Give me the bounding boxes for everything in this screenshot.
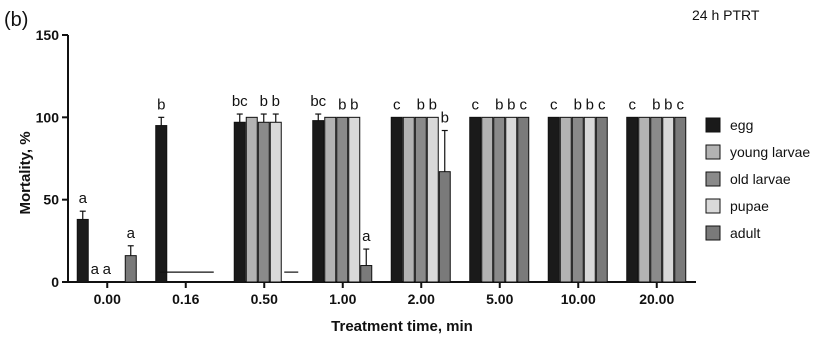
significance-label-old-larvae-10.00: b xyxy=(574,96,582,113)
significance-label-old-larvae-0.00: a xyxy=(103,261,112,278)
bar-egg-0.00 xyxy=(76,218,89,283)
legend-label-young-larvae: young larvae xyxy=(730,144,810,160)
significance-label-pupae-1.00: b xyxy=(350,96,358,113)
bar-adult-5.00 xyxy=(517,116,530,283)
legend-swatch-young-larvae xyxy=(705,144,721,160)
legend-label-pupae: pupae xyxy=(730,198,769,214)
legend-swatch-old-larvae xyxy=(705,171,721,187)
significance-label-old-larvae-5.00: b xyxy=(495,96,503,113)
legend-swatch-egg xyxy=(705,117,721,133)
y-tick-label-0: 0 xyxy=(51,274,59,290)
bar-egg-0.16 xyxy=(155,125,168,283)
bar-old-larvae-2.00 xyxy=(414,116,427,283)
x-tick-label-0.00: 0.00 xyxy=(94,291,121,307)
significance-label-egg-0.16: b xyxy=(157,96,165,113)
significance-label-pupae-2.00: b xyxy=(429,96,437,113)
bar-young-larvae-5.00 xyxy=(481,116,494,283)
x-tick-label-0.50: 0.50 xyxy=(251,291,278,307)
bar-adult-1.00 xyxy=(360,265,373,283)
x-tick-label-1.00: 1.00 xyxy=(329,291,356,307)
significance-label-pupae-10.00: b xyxy=(586,96,594,113)
significance-label-pupae-0.50: b xyxy=(272,93,280,110)
bar-old-larvae-20.00 xyxy=(650,116,663,283)
bar-adult-20.00 xyxy=(674,116,687,283)
significance-label-adult-20.00: c xyxy=(677,96,685,113)
bar-egg-10.00 xyxy=(547,116,560,283)
legend: egg young larvae old larvae pupae adult xyxy=(705,117,810,241)
bar-egg-1.00 xyxy=(312,120,325,283)
legend-swatch-adult xyxy=(705,225,721,241)
significance-label-adult-0.00: a xyxy=(127,225,136,242)
x-axis-label: Treatment time, min xyxy=(331,318,473,335)
bar-egg-2.00 xyxy=(390,116,403,283)
significance-label-adult-10.00: c xyxy=(598,96,606,113)
bar-young-larvae-20.00 xyxy=(638,116,651,283)
panel-label: (b) xyxy=(4,9,28,31)
bar-pupae-0.50 xyxy=(269,121,282,283)
bar-adult-0.00 xyxy=(124,255,137,283)
y-tick-label-100: 100 xyxy=(36,109,60,125)
legend-swatch-pupae xyxy=(705,198,721,214)
bar-old-larvae-5.00 xyxy=(493,116,506,283)
significance-label-egg-5.00: c xyxy=(472,96,480,113)
x-tick-label-0.16: 0.16 xyxy=(172,291,199,307)
bar-young-larvae-2.00 xyxy=(402,116,415,283)
y-tick-label-150: 150 xyxy=(36,27,60,43)
legend-label-adult: adult xyxy=(730,225,760,241)
significance-label-adult-1.00: a xyxy=(362,228,371,245)
bar-egg-5.00 xyxy=(469,116,482,283)
significance-label-pupae-20.00: b xyxy=(664,96,672,113)
bar-pupae-2.00 xyxy=(426,116,439,283)
bar-adult-10.00 xyxy=(595,116,608,283)
significance-label-egg-20.00: c xyxy=(629,96,637,113)
significance-label-egg-0.00: a xyxy=(79,190,88,207)
x-tick-label-5.00: 5.00 xyxy=(486,291,513,307)
bar-young-larvae-1.00 xyxy=(324,116,337,283)
bar-old-larvae-10.00 xyxy=(571,116,584,283)
significance-label-egg-1.00: bc xyxy=(310,93,326,110)
legend-label-old-larvae: old larvae xyxy=(730,171,791,187)
x-tick-label-20.00: 20.00 xyxy=(639,291,674,307)
bar-adult-2.00 xyxy=(438,171,451,283)
significance-label-old-larvae-20.00: b xyxy=(652,96,660,113)
bar-old-larvae-0.50 xyxy=(257,121,270,283)
bar-young-larvae-0.50 xyxy=(245,116,258,283)
significance-label-pupae-5.00: b xyxy=(507,96,515,113)
x-tick-label-10.00: 10.00 xyxy=(561,291,596,307)
x-tick-label-2.00: 2.00 xyxy=(408,291,435,307)
significance-label-young-larvae-0.00: a xyxy=(91,261,100,278)
significance-label-old-larvae-1.00: b xyxy=(338,96,346,113)
bar-egg-0.50 xyxy=(233,121,246,283)
significance-label-adult-5.00: c xyxy=(520,96,528,113)
legend-label-egg: egg xyxy=(730,117,753,133)
bar-pupae-1.00 xyxy=(348,116,361,283)
y-tick-label-50: 50 xyxy=(43,192,59,208)
bar-young-larvae-10.00 xyxy=(559,116,572,283)
significance-label-egg-10.00: c xyxy=(550,96,558,113)
chart-annotation: 24 h PTRT xyxy=(692,7,760,23)
bar-pupae-10.00 xyxy=(583,116,596,283)
bar-pupae-20.00 xyxy=(662,116,675,283)
bar-pupae-5.00 xyxy=(505,116,518,283)
y-axis-label: Mortality, % xyxy=(17,131,34,214)
significance-label-egg-2.00: c xyxy=(393,96,401,113)
significance-label-old-larvae-2.00: b xyxy=(417,96,425,113)
significance-label-old-larvae-0.50: b xyxy=(260,93,268,110)
bar-old-larvae-1.00 xyxy=(336,116,349,283)
significance-label-adult-2.00: b xyxy=(441,110,449,127)
bar-egg-20.00 xyxy=(626,116,639,283)
significance-label-egg-0.50: bc xyxy=(232,93,248,110)
